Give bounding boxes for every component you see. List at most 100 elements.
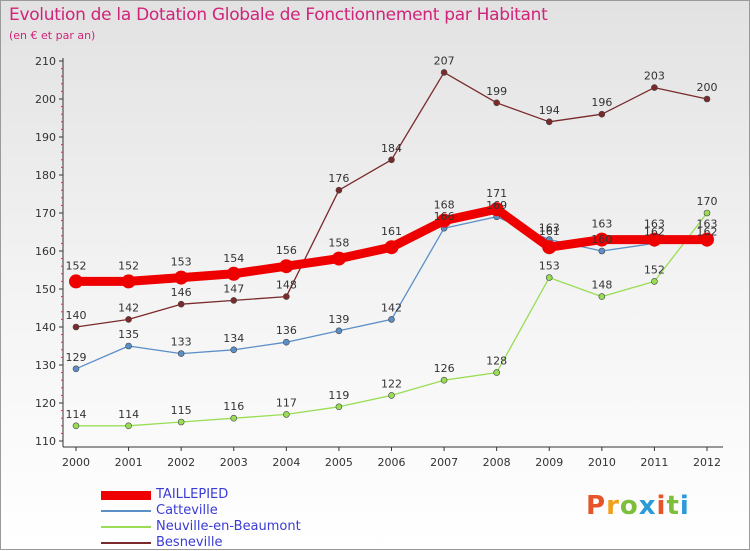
data-label: 196 — [591, 96, 612, 109]
data-point — [700, 232, 714, 247]
data-label: 161 — [381, 225, 402, 238]
data-label: 139 — [328, 313, 349, 326]
data-point — [493, 99, 500, 107]
data-label: 133 — [171, 336, 192, 349]
y-tick-label: 200 — [35, 93, 56, 106]
data-point — [177, 300, 185, 308]
data-label: 170 — [697, 195, 718, 208]
data-point — [384, 240, 399, 255]
data-label: 134 — [223, 332, 244, 345]
y-tick-label: 130 — [35, 359, 56, 372]
data-point — [174, 270, 189, 285]
data-point — [493, 369, 500, 376]
y-tick-label: 160 — [35, 245, 56, 258]
data-label: 161 — [539, 225, 560, 238]
data-label: 200 — [697, 81, 718, 94]
data-point — [651, 278, 658, 285]
logo-letter: i — [656, 491, 667, 521]
x-tick-label: 2001 — [115, 456, 143, 469]
data-point — [335, 403, 343, 411]
data-label: 126 — [434, 362, 455, 375]
data-label: 119 — [328, 389, 349, 402]
data-label: 184 — [381, 142, 402, 155]
legend-label: Neuville-en-Beaumont — [156, 519, 301, 534]
data-label: 122 — [381, 377, 402, 390]
y-tick-label: 170 — [35, 207, 56, 220]
proxiti-logo: Proxiti — [586, 491, 690, 521]
data-label: 207 — [434, 54, 455, 67]
legend-swatch — [101, 542, 151, 544]
y-tick-label: 150 — [35, 283, 56, 296]
data-point — [230, 414, 238, 422]
x-tick-label: 2006 — [378, 456, 406, 469]
data-label: 158 — [328, 237, 349, 250]
data-label: 194 — [539, 104, 560, 117]
data-point — [545, 118, 553, 126]
data-label: 148 — [276, 279, 297, 292]
logo-letter: i — [679, 491, 690, 521]
data-label: 140 — [66, 309, 87, 322]
data-label: 153 — [539, 260, 560, 273]
legend-swatch — [101, 526, 151, 528]
data-point — [72, 422, 80, 430]
legend-label: Besneville — [156, 535, 223, 550]
data-label: 163 — [697, 218, 718, 231]
y-tick-label: 190 — [35, 131, 56, 144]
data-label: 162 — [644, 225, 665, 238]
logo-letter: t — [666, 491, 680, 521]
data-point — [335, 327, 343, 335]
logo-letter: P — [586, 491, 607, 521]
data-point — [598, 110, 606, 118]
x-tick-label: 2004 — [272, 456, 300, 469]
logo-letter: x — [638, 491, 657, 521]
x-tick-label: 2003 — [220, 456, 248, 469]
data-point — [388, 316, 395, 323]
data-point — [440, 376, 448, 384]
x-tick-label: 2000 — [62, 456, 90, 469]
data-label: 203 — [644, 70, 665, 83]
data-point — [226, 266, 241, 281]
logo-letter: o — [619, 491, 639, 521]
data-label: 169 — [486, 199, 507, 212]
legend-label: Catteville — [156, 503, 218, 518]
data-point — [703, 95, 711, 103]
data-label: 148 — [591, 279, 612, 292]
data-point — [598, 293, 606, 300]
data-label: 160 — [591, 233, 612, 246]
data-label: 199 — [486, 85, 507, 98]
y-tick-label: 120 — [35, 397, 56, 410]
data-label: 162 — [697, 225, 718, 238]
data-label: 128 — [486, 355, 507, 368]
data-point — [69, 274, 83, 289]
data-label: 176 — [328, 172, 349, 185]
data-point — [279, 259, 294, 274]
data-label: 166 — [434, 210, 455, 223]
data-point — [647, 232, 662, 247]
x-tick-label: 2010 — [588, 456, 616, 469]
x-tick-label: 2008 — [483, 456, 511, 469]
data-point — [125, 342, 132, 350]
data-point — [489, 202, 504, 217]
data-point — [598, 247, 606, 255]
data-point — [703, 209, 711, 217]
x-tick-label: 2011 — [640, 456, 668, 469]
data-label: 163 — [591, 218, 612, 231]
x-tick-label: 2007 — [430, 456, 458, 469]
data-label: 142 — [381, 301, 402, 314]
data-label: 142 — [118, 301, 139, 314]
data-label: 153 — [171, 256, 192, 269]
data-point — [651, 84, 658, 91]
data-point — [388, 156, 395, 164]
data-label: 114 — [118, 408, 139, 421]
legend-swatch — [101, 510, 151, 512]
data-point — [230, 297, 238, 304]
data-point — [125, 316, 132, 323]
data-label: 136 — [276, 324, 297, 337]
legend-label: TAILLEPIED — [156, 487, 229, 502]
x-tick-label: 2009 — [535, 456, 563, 469]
data-point — [331, 251, 346, 266]
data-point — [283, 411, 290, 418]
chart-subtitle: (en € et par an) — [9, 29, 96, 42]
data-point — [335, 186, 343, 194]
